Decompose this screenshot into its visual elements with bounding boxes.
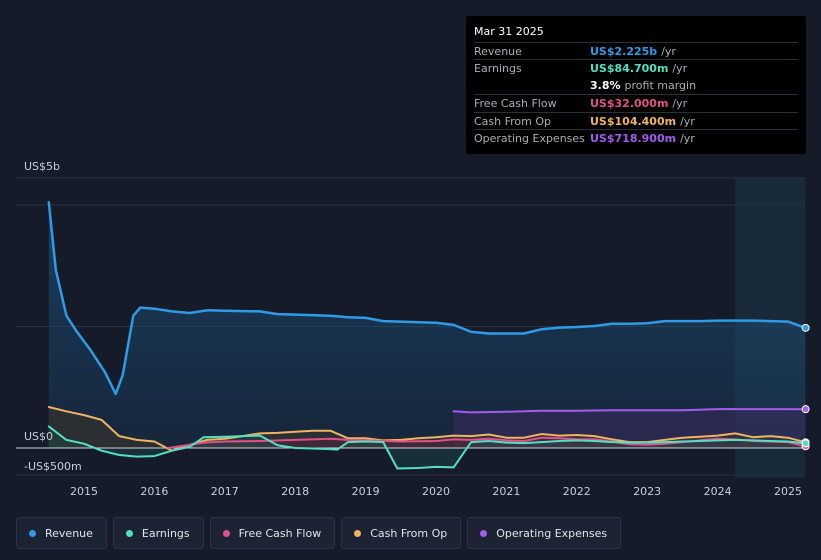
tooltip-row: Cash From Op US$104.400m/yr [474,111,798,129]
legend: Revenue Earnings Free Cash Flow Cash From O… [16,517,622,549]
cash-from-op-area [48,407,806,451]
legend-item-free-cash-flow[interactable]: Free Cash Flow [209,517,336,549]
tooltip-row-value: US$718.900m [590,131,677,145]
tooltip-row: Free Cash Flow US$32.000m/yr [474,94,798,111]
revenue-area [48,202,806,448]
legend-dot-icon [222,529,230,537]
tooltip-date: Mar 31 2025 [474,25,544,38]
legend-item-cash-from-op[interactable]: Cash From Op [341,517,462,549]
free-cash-flow-line [167,436,807,449]
x-tick-label: 2019 [352,485,380,498]
legend-label: Operating Expenses [496,526,608,540]
series-lines [47,201,807,470]
x-tick-label: 2020 [422,485,450,498]
x-tick-label: 2016 [140,485,168,498]
series-endpoints [801,323,810,451]
tooltip-row-key: Earnings [474,62,522,76]
legend-item-revenue[interactable]: Revenue [16,517,107,549]
legend-dot-icon [125,529,133,537]
tooltip-row-value: 3.8% [590,78,621,92]
tooltip-row-unit: /yr [680,114,695,128]
tooltip-row: Earnings US$84.700m/yr [474,59,798,76]
revenue-line [47,201,807,396]
operating-expenses-line [452,408,807,414]
x-tick-label: 2018 [281,485,309,498]
tooltip-row: Operating Expenses US$718.900m/yr [474,128,798,146]
tooltip-row-unit: /yr [672,97,688,111]
legend-label: Revenue [45,526,93,540]
x-tick-label: 2022 [563,485,591,498]
legend-label: Free Cash Flow [238,526,322,540]
y-axis-labels: US$5b US$0 -US$500m [24,160,82,473]
legend-dot-icon [480,529,488,537]
x-axis-labels: 2015 2016 2017 2018 2019 2020 2021 2022 2023 2024… [70,485,802,498]
legend-item-earnings[interactable]: Earnings [112,517,204,549]
operating-expenses-endpoint [801,405,810,414]
legend-item-operating-expenses[interactable]: Operating Expenses [467,517,622,549]
tooltip-row-key [474,77,590,94]
tooltip-row-value: US$104.400m [590,114,677,128]
legend-label: Cash From Op [370,526,448,540]
tooltip-row-value: US$2.225b [590,45,658,58]
tooltip-row-key: Cash From Op [474,114,552,128]
tooltip-row-unit: /yr [672,62,688,76]
series-areas [48,202,806,469]
tooltip-row-unit: /yr [680,131,695,145]
x-tick-label: 2015 [70,485,98,498]
tooltip-row-value: US$32.000m [590,97,669,111]
earnings-endpoint [801,439,810,448]
x-tick-label: 2021 [492,485,520,498]
x-tick-label: 2025 [774,485,802,498]
x-tick-label: 2023 [633,485,661,498]
tooltip-row-value: US$84.700m [590,62,669,76]
x-tick-label: 2024 [704,485,732,498]
tooltip-row: Revenue US$2.225b/yr [474,42,798,59]
legend-dot-icon [29,529,36,537]
tooltip-row-unit: profit margin [624,78,697,92]
y-tick-label: US$0 [24,430,53,443]
x-tick-label: 2017 [211,485,239,498]
tooltip-row-unit: /yr [661,45,676,58]
revenue-endpoint [801,323,810,332]
tooltip-row-key: Revenue [474,45,522,58]
legend-dot-icon [354,529,362,537]
tooltip-row-key: Free Cash Flow [474,97,557,111]
tooltip-row: 3.8% profit margin [474,77,798,94]
y-tick-label: US$5b [24,160,60,173]
y-tick-label: -US$500m [24,460,82,473]
tooltip-row-key: Operating Expenses [474,131,585,145]
legend-label: Earnings [141,526,190,540]
earnings-line [47,425,807,470]
data-tooltip: Mar 31 2025 Revenue US$2.225b/yr Earnings U… [466,16,806,154]
